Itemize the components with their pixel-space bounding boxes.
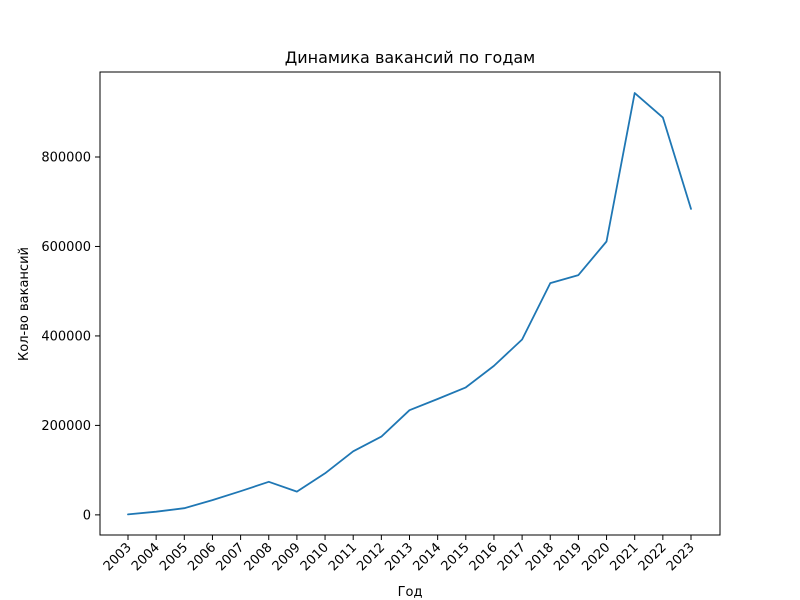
y-tick-label: 800000 [41, 150, 91, 165]
x-tick-label: 2007 [213, 540, 247, 574]
chart-title: Динамика вакансий по годам [285, 48, 536, 67]
plot-frame [99, 71, 721, 536]
series-line [127, 92, 692, 516]
x-tick-label: 2023 [664, 540, 698, 574]
x-tick-label: 2011 [326, 540, 360, 574]
axes [99, 71, 721, 536]
x-tick-label: 2006 [185, 540, 219, 574]
x-tick-label: 2005 [157, 540, 191, 574]
y-axis-ticks: 0 200000 400000 600000 800000 [41, 150, 100, 523]
x-tick-label: 2010 [298, 540, 332, 574]
y-tick-label: 600000 [41, 240, 91, 255]
series-layer [127, 92, 692, 516]
x-tick-label: 2014 [410, 540, 444, 574]
y-tick-label: 200000 [41, 419, 91, 434]
x-tick-label: 2004 [129, 540, 163, 574]
x-tick-label: 2017 [495, 540, 529, 574]
x-tick-label: 2013 [382, 540, 416, 574]
x-tick-label: 2022 [636, 540, 670, 574]
x-axis-label: Год [398, 585, 423, 600]
x-tick-label: 2018 [523, 540, 557, 574]
x-tick-label: 2003 [101, 540, 135, 574]
y-tick-label: 0 [83, 508, 91, 523]
x-tick-label: 2021 [608, 540, 642, 574]
x-tick-label: 2016 [467, 540, 501, 574]
x-tick-label: 2009 [270, 540, 304, 574]
x-tick-label: 2008 [242, 540, 276, 574]
y-tick-label: 400000 [41, 329, 91, 344]
x-tick-label: 2015 [439, 540, 473, 574]
x-tick-label: 2020 [579, 540, 613, 574]
y-axis-label: Кол-во вакансий [17, 247, 32, 361]
x-tick-label: 2012 [354, 540, 388, 574]
x-tick-label: 2019 [551, 540, 585, 574]
x-axis-ticks: 2003200420052006200720082009201020112012… [101, 535, 698, 574]
